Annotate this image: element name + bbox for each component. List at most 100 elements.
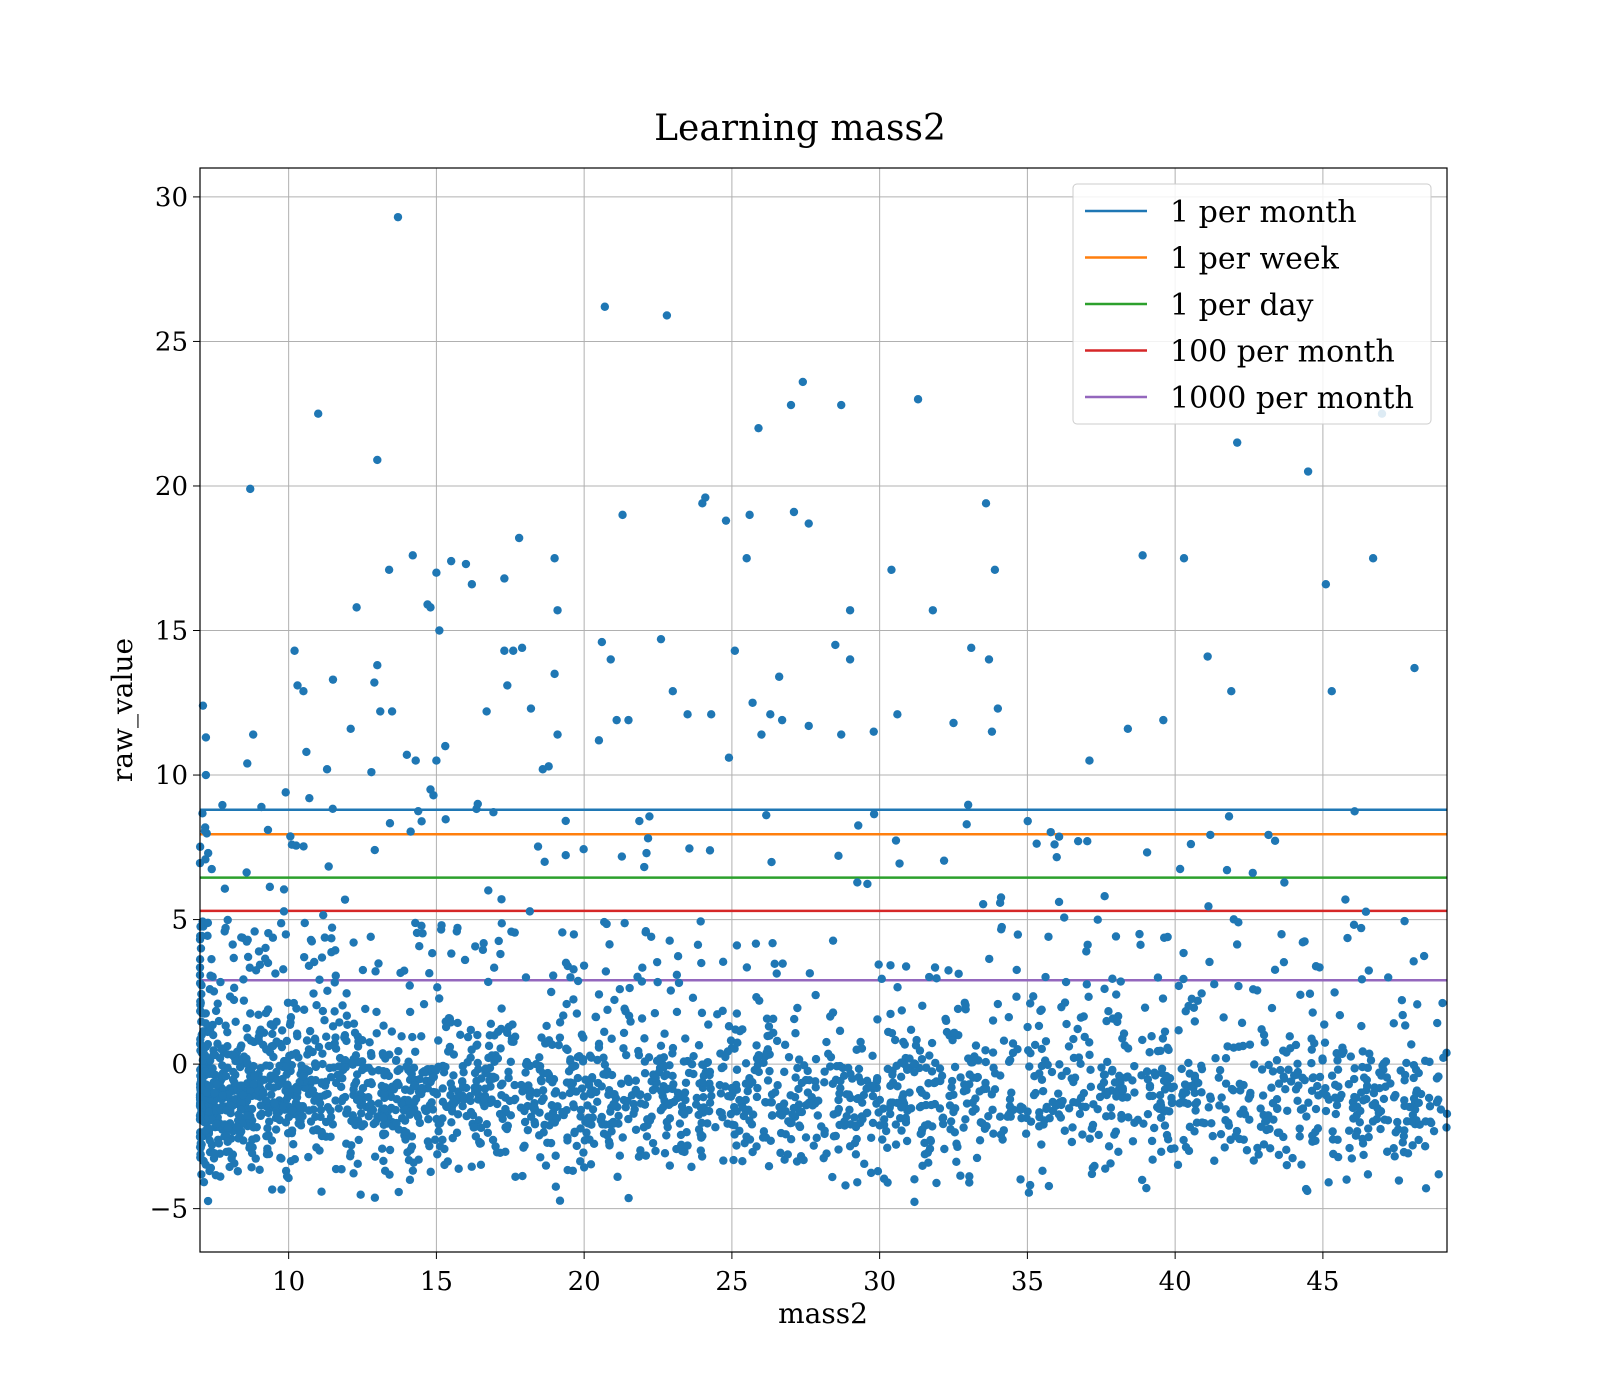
scatter-point [890, 1035, 900, 1045]
scatter-point [1008, 1048, 1018, 1058]
scatter-point [1295, 1124, 1304, 1133]
scatter-point [471, 942, 480, 951]
scatter-point [668, 687, 677, 696]
scatter-point [203, 918, 213, 928]
scatter-point [379, 1156, 388, 1166]
scatter-point [328, 675, 338, 684]
scatter-point [1029, 992, 1038, 1001]
scatter-point [452, 1128, 462, 1137]
scatter-point [307, 937, 317, 946]
scatter-point [762, 810, 771, 820]
scatter-point [1055, 1060, 1064, 1069]
scatter-point [1436, 1105, 1446, 1114]
scatter-point [1042, 1102, 1051, 1112]
scatter-point [254, 1010, 263, 1020]
scatter-point [212, 1080, 222, 1089]
scatter-point [1389, 1093, 1399, 1102]
scatter-point [1150, 1068, 1159, 1077]
scatter-point [581, 1075, 590, 1084]
scatter-point [1350, 807, 1359, 816]
scatter-point [615, 985, 625, 994]
scatter-point [665, 936, 674, 945]
scatter-point [411, 1047, 420, 1056]
scatter-point [473, 1040, 482, 1049]
scatter-point [281, 788, 290, 797]
scatter-point [226, 1108, 235, 1118]
scatter-point [1056, 1113, 1066, 1122]
scatter-point [309, 1126, 318, 1135]
scatter-point [1191, 1106, 1200, 1115]
scatter-point [460, 955, 470, 965]
y-tick-label: 5 [171, 906, 188, 936]
scatter-point [1357, 1088, 1366, 1097]
scatter-point [659, 1063, 668, 1072]
scatter-point [960, 1080, 969, 1089]
scatter-point [719, 1156, 728, 1165]
scatter-point [1142, 1183, 1151, 1193]
scatter-point [1103, 1057, 1112, 1067]
scatter-point [458, 1082, 468, 1091]
scatter-point [255, 1165, 264, 1175]
scatter-point [430, 1135, 440, 1144]
scatter-point [822, 1149, 831, 1158]
scatter-point [834, 1104, 844, 1114]
scatter-point [971, 1094, 980, 1103]
scatter-point [745, 1135, 755, 1144]
scatter-point [437, 921, 446, 930]
scatter-point [1166, 1144, 1176, 1154]
scatter-point [1064, 1104, 1074, 1113]
scatter-point [586, 1160, 596, 1169]
scatter-point [462, 1111, 471, 1121]
scatter-point [505, 1096, 515, 1106]
scatter-point [579, 1163, 589, 1172]
scatter-point [917, 1054, 927, 1064]
scatter-point [1267, 1083, 1276, 1092]
scatter-point [358, 965, 368, 975]
scatter-point [1116, 977, 1125, 986]
scatter-point [441, 741, 450, 751]
scatter-point [723, 1119, 732, 1128]
scatter-point [426, 603, 435, 612]
scatter-point [939, 856, 949, 865]
scatter-point [840, 1117, 849, 1126]
scatter-point [891, 836, 901, 845]
scatter-point [268, 1029, 277, 1039]
scatter-point [897, 1126, 906, 1135]
scatter-point [971, 1041, 981, 1050]
scatter-point [1145, 1083, 1155, 1092]
scatter-point [1389, 1019, 1398, 1028]
scatter-point [243, 1058, 252, 1068]
scatter-point [1321, 1106, 1331, 1116]
scatter-point [434, 1036, 443, 1045]
scatter-point [426, 1167, 435, 1177]
scatter-point [266, 1071, 275, 1081]
scatter-point [1138, 1035, 1147, 1045]
scatter-point [544, 1112, 553, 1121]
scatter-point [394, 1187, 403, 1197]
scatter-point [504, 1073, 513, 1083]
scatter-point [559, 1011, 568, 1020]
scatter-point [225, 1162, 234, 1172]
scatter-point [1158, 1034, 1168, 1043]
scatter-point [913, 395, 923, 404]
scatter-point [1401, 1021, 1410, 1030]
scatter-point [1366, 1056, 1376, 1065]
scatter-point [892, 1061, 901, 1071]
scatter-point [696, 1103, 706, 1113]
scatter-point [1159, 715, 1168, 725]
scatter-point [1234, 981, 1243, 991]
scatter-point [1270, 836, 1280, 846]
scatter-point [643, 1115, 652, 1124]
scatter-point [752, 1142, 761, 1151]
scatter-point [856, 1037, 865, 1047]
scatter-point [726, 1036, 736, 1045]
scatter-point [990, 565, 1000, 575]
scatter-point [1074, 1053, 1084, 1062]
scatter-point [309, 989, 318, 998]
scatter-point [221, 923, 230, 933]
scatter-point [484, 1053, 493, 1063]
scatter-point [1309, 1073, 1318, 1082]
scatter-point [1434, 1072, 1443, 1081]
scatter-point [600, 1027, 609, 1037]
scatter-point [612, 715, 621, 725]
